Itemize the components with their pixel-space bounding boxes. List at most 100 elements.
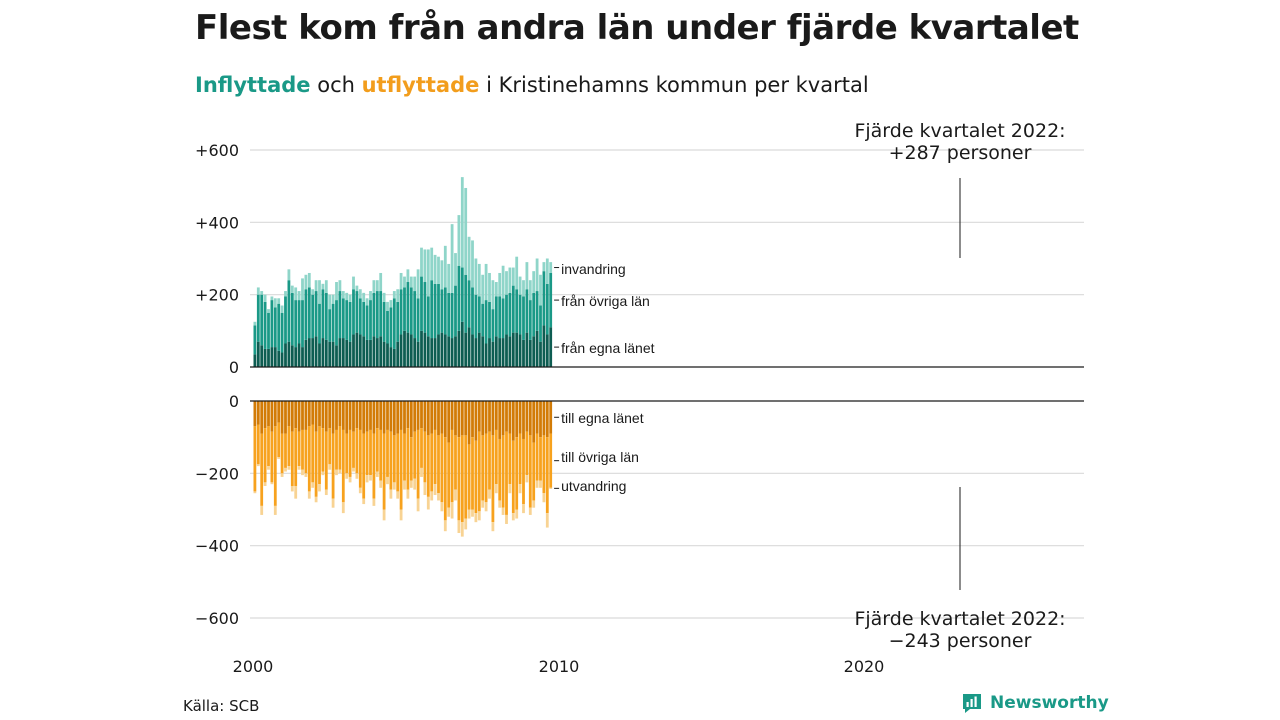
bar-in-ovriga xyxy=(324,292,328,340)
bar-in-egna xyxy=(352,334,355,367)
bar-in-ovriga xyxy=(270,300,274,348)
bar-in-egna xyxy=(515,332,519,367)
bar-in-invandring xyxy=(447,263,451,293)
bar-in-invandring xyxy=(494,282,498,297)
bar-in-ovriga xyxy=(273,307,277,348)
bar-in-egna xyxy=(481,336,485,367)
bar-in-invandring xyxy=(348,294,352,302)
bar-in-invandring xyxy=(437,256,440,284)
bar-in-invandring xyxy=(328,294,332,310)
bar-out-egna xyxy=(457,401,461,438)
bar-in-ovriga xyxy=(488,301,491,339)
bar-in-invandring xyxy=(358,289,362,299)
bar-out-utvandring xyxy=(318,484,321,492)
bar-out-egna xyxy=(477,401,481,432)
bar-in-invandring xyxy=(331,294,335,304)
bar-chart-icon xyxy=(963,694,981,713)
bar-out-egna xyxy=(474,401,478,441)
bar-out-utvandring xyxy=(321,471,325,476)
bar-out-ovriga xyxy=(321,428,325,472)
bar-in-ovriga xyxy=(290,292,294,346)
bar-out-egna xyxy=(341,401,345,430)
bar-out-egna xyxy=(392,401,396,436)
bar-out-ovriga xyxy=(290,431,294,486)
bar-out-utvandring xyxy=(525,475,529,483)
bar-out-ovriga xyxy=(515,437,519,510)
bar-in-invandring xyxy=(365,298,369,306)
bar-out-utvandring xyxy=(488,489,491,499)
bar-out-ovriga xyxy=(352,431,355,468)
x-tick-label: 2020 xyxy=(844,657,885,676)
bar-in-ovriga xyxy=(525,289,529,333)
bar-in-invandring xyxy=(481,274,485,304)
bar-out-ovriga xyxy=(426,435,430,497)
bar-out-utvandring xyxy=(515,509,519,519)
bar-out-ovriga xyxy=(379,429,383,481)
bar-in-ovriga xyxy=(314,291,318,337)
bar-out-egna xyxy=(311,401,315,425)
bar-in-ovriga xyxy=(467,280,471,328)
bar-out-ovriga xyxy=(382,433,386,510)
bar-out-utvandring xyxy=(365,475,369,483)
bar-out-egna xyxy=(318,401,321,427)
bar-in-invandring xyxy=(375,280,379,292)
bar-out-egna xyxy=(352,401,355,432)
logo-text: Newsworthy xyxy=(990,693,1109,713)
bar-out-ovriga xyxy=(301,429,304,470)
bar-in-invandring xyxy=(284,291,287,297)
bar-out-ovriga xyxy=(284,433,287,468)
bar-in-invandring xyxy=(253,321,257,326)
bar-in-egna xyxy=(304,339,308,367)
chart-subtitle: Inflyttade och utflyttade i Kristinehamn… xyxy=(195,73,869,97)
bar-in-ovriga xyxy=(304,289,308,340)
bar-in-ovriga xyxy=(535,291,539,331)
bar-in-egna xyxy=(253,354,257,367)
bar-in-egna xyxy=(386,343,389,367)
bar-out-utvandring xyxy=(539,480,542,488)
bar-out-ovriga xyxy=(311,424,315,483)
bar-out-utvandring xyxy=(362,498,366,505)
bar-in-ovriga xyxy=(477,296,481,333)
bar-in-ovriga xyxy=(267,312,270,349)
bar-out-utvandring xyxy=(522,504,525,514)
annotation-top-line1: Fjärde kvartalet 2022: xyxy=(854,120,1065,142)
bar-out-egna xyxy=(443,401,447,438)
bar-out-utvandring xyxy=(440,502,444,512)
bar-in-ovriga xyxy=(440,289,444,333)
bar-in-invandring xyxy=(477,263,481,297)
bar-out-utvandring xyxy=(450,502,454,519)
bar-out-egna xyxy=(433,401,437,430)
bar-out-ovriga xyxy=(277,422,281,458)
bar-in-egna xyxy=(358,334,362,367)
bar-in-egna xyxy=(297,343,301,367)
bar-in-egna xyxy=(423,332,427,367)
bar-in-invandring xyxy=(318,280,321,304)
bar-in-egna xyxy=(406,332,410,367)
subtitle-rest: i Kristinehamns kommun per kvartal xyxy=(479,73,869,97)
bar-in-ovriga xyxy=(545,283,549,335)
bar-in-ovriga xyxy=(515,289,519,333)
bar-in-ovriga xyxy=(433,283,437,339)
bar-out-utvandring xyxy=(498,500,502,508)
bar-out-ovriga xyxy=(355,428,359,474)
bar-in-egna xyxy=(284,343,287,367)
bar-in-egna xyxy=(501,338,505,367)
bar-out-egna xyxy=(338,401,342,427)
bar-in-invandring xyxy=(539,274,542,306)
bar-in-ovriga xyxy=(297,300,301,344)
bar-out-egna xyxy=(389,401,393,432)
bar-out-ovriga xyxy=(386,429,389,477)
bar-out-ovriga xyxy=(505,431,508,515)
bar-in-invandring xyxy=(413,276,417,292)
y-tick-label: −200 xyxy=(195,464,239,483)
bar-in-ovriga xyxy=(464,274,468,333)
bar-out-ovriga xyxy=(287,426,291,467)
bar-in-ovriga xyxy=(372,292,376,337)
bar-out-ovriga xyxy=(409,437,413,481)
bar-out-utvandring xyxy=(403,480,406,490)
bar-in-ovriga xyxy=(331,303,335,342)
bar-in-ovriga xyxy=(426,296,430,337)
bar-in-invandring xyxy=(297,291,301,301)
bar-in-egna xyxy=(345,339,349,367)
bar-out-ovriga xyxy=(348,429,352,477)
